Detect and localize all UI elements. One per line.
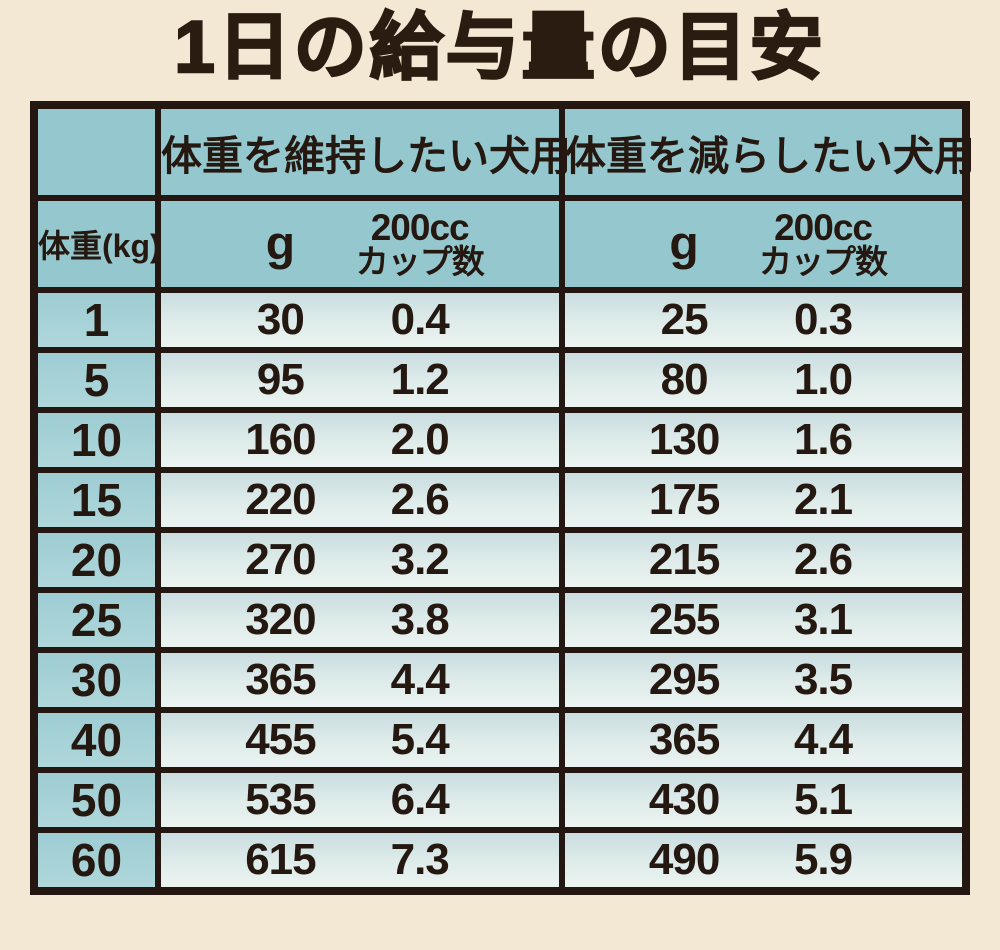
grams-label: g [265, 217, 296, 271]
grams-value: 215 [648, 534, 720, 584]
grams-value: 365 [245, 654, 316, 704]
table-row: 40 455 5.4 365 4.4 [31, 706, 969, 773]
cups-value: 0.3 [793, 294, 853, 344]
maintain-cell: 535 6.4 [155, 766, 565, 833]
weight-cell: 60 [31, 826, 161, 894]
grams-value: 80 [660, 354, 709, 404]
table-row: 60 615 7.3 490 5.9 [31, 826, 969, 894]
grams-value: 295 [648, 654, 720, 704]
header-row-units: 体重(kg) g 200cc カップ数 g 200cc カップ数 [31, 194, 969, 293]
cups-value: 3.8 [390, 594, 450, 644]
cups-value: 5.1 [793, 774, 853, 824]
grams-value: 535 [245, 774, 316, 824]
cups-value: 1.6 [793, 414, 853, 464]
table-row: 1 30 0.4 25 0.3 [31, 286, 969, 353]
grams-value: 255 [648, 594, 720, 644]
maintain-cell: 365 4.4 [155, 646, 565, 713]
cup-label: 200cc カップ数 [320, 206, 519, 280]
group-header-maintain: 体重を維持したい犬用 [155, 101, 571, 201]
cup-label-volume: 200cc [370, 206, 470, 248]
subheader-reduce: g 200cc カップ数 [559, 194, 969, 293]
maintain-cell: 455 5.4 [155, 706, 565, 773]
cups-value: 7.3 [390, 834, 450, 884]
corner-cell [31, 101, 161, 201]
maintain-cell: 615 7.3 [155, 826, 565, 894]
cups-value: 6.4 [390, 774, 450, 824]
cup-label-count: カップ数 [759, 242, 888, 280]
cups-value: 2.1 [793, 474, 853, 524]
group-header-reduce: 体重を減らしたい犬用 [559, 101, 975, 201]
feeding-guide-table: 体重を維持したい犬用 体重を減らしたい犬用 体重(kg) g 200cc カップ… [30, 100, 975, 895]
reduce-cell: 255 3.1 [559, 586, 969, 653]
grams-value: 615 [245, 834, 316, 884]
table-row: 15 220 2.6 175 2.1 [31, 466, 969, 533]
grams-value: 430 [648, 774, 720, 824]
reduce-cell: 80 1.0 [559, 346, 969, 413]
weight-cell: 50 [31, 766, 161, 833]
weight-cell: 25 [31, 586, 161, 653]
cups-value: 1.0 [793, 354, 853, 404]
table-row: 30 365 4.4 295 3.5 [31, 646, 969, 713]
grams-label: g [669, 217, 699, 271]
grams-value: 365 [648, 714, 720, 764]
weight-cell: 10 [31, 406, 161, 473]
grams-value: 270 [245, 534, 316, 584]
reduce-cell: 215 2.6 [559, 526, 969, 593]
reduce-cell: 130 1.6 [559, 406, 969, 473]
grams-value: 95 [256, 354, 305, 404]
maintain-cell: 95 1.2 [155, 346, 565, 413]
grams-value: 455 [245, 714, 316, 764]
weight-cell: 30 [31, 646, 161, 713]
cups-value: 5.9 [793, 834, 853, 884]
subheader-maintain: g 200cc カップ数 [155, 194, 565, 293]
cups-value: 2.6 [793, 534, 853, 584]
maintain-cell: 160 2.0 [155, 406, 565, 473]
cups-value: 4.4 [390, 654, 450, 704]
cup-label: 200cc カップ数 [724, 206, 923, 280]
table-row: 50 535 6.4 430 5.1 [31, 766, 969, 833]
cups-value: 3.2 [390, 534, 450, 584]
reduce-cell: 430 5.1 [559, 766, 969, 833]
weight-cell: 5 [31, 346, 161, 413]
table-row: 5 95 1.2 80 1.0 [31, 346, 969, 413]
weight-cell: 20 [31, 526, 161, 593]
grams-value: 160 [245, 414, 316, 464]
cups-value: 3.1 [793, 594, 853, 644]
weight-cell: 15 [31, 466, 161, 533]
grams-value: 25 [660, 294, 709, 344]
cups-value: 0.4 [390, 294, 450, 344]
cups-value: 1.2 [390, 354, 450, 404]
maintain-cell: 220 2.6 [155, 466, 565, 533]
cups-value: 2.0 [390, 414, 450, 464]
maintain-cell: 30 0.4 [155, 286, 565, 353]
weight-cell: 40 [31, 706, 161, 773]
table-row: 20 270 3.2 215 2.6 [31, 526, 969, 593]
weight-cell: 1 [31, 286, 161, 353]
maintain-cell: 270 3.2 [155, 526, 565, 593]
cups-value: 5.4 [390, 714, 450, 764]
reduce-cell: 295 3.5 [559, 646, 969, 713]
reduce-cell: 490 5.9 [559, 826, 969, 894]
cup-label-volume: 200cc [774, 206, 873, 248]
grams-value: 30 [256, 294, 305, 344]
weight-header: 体重(kg) [31, 194, 161, 293]
table-row: 10 160 2.0 130 1.6 [31, 406, 969, 473]
reduce-cell: 365 4.4 [559, 706, 969, 773]
reduce-cell: 175 2.1 [559, 466, 969, 533]
grams-value: 130 [648, 414, 720, 464]
grams-value: 220 [245, 474, 316, 524]
cups-value: 4.4 [793, 714, 853, 764]
grams-value: 320 [245, 594, 316, 644]
table-row: 25 320 3.8 255 3.1 [31, 586, 969, 653]
grams-value: 175 [648, 474, 720, 524]
page-title: 1日の給与量の目安 [173, 7, 826, 88]
cup-label-count: カップ数 [355, 242, 485, 280]
maintain-cell: 320 3.8 [155, 586, 565, 653]
cups-value: 3.5 [793, 654, 853, 704]
cups-value: 2.6 [390, 474, 450, 524]
header-row-groups: 体重を維持したい犬用 体重を減らしたい犬用 [31, 101, 975, 201]
reduce-cell: 25 0.3 [559, 286, 969, 353]
grams-value: 490 [648, 834, 720, 884]
